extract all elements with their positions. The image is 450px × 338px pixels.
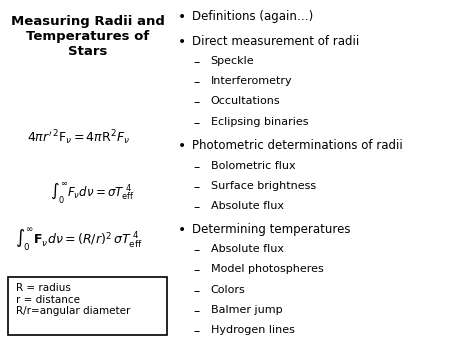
Text: Colors: Colors [211,285,245,295]
Text: –: – [194,181,200,194]
Text: –: – [194,244,200,257]
Text: Eclipsing binaries: Eclipsing binaries [211,117,308,127]
Text: Hydrogen lines: Hydrogen lines [211,325,294,335]
Text: Direct measurement of radii: Direct measurement of radii [192,35,360,48]
Text: •: • [178,35,186,49]
Text: Occultations: Occultations [211,96,280,106]
Text: Photometric determinations of radii: Photometric determinations of radii [192,139,403,152]
Text: Surface brightness: Surface brightness [211,181,316,191]
Text: –: – [194,285,200,297]
Text: Determining temperatures: Determining temperatures [192,223,351,236]
Text: $\int_0^{\infty} F_\nu d\nu = \sigma T_{\mathrm{eff}}^{\ 4}$: $\int_0^{\infty} F_\nu d\nu = \sigma T_{… [50,181,135,206]
Text: –: – [194,161,200,173]
Text: $4\pi r^{\prime\,2}\mathrm{F}_\nu = 4\pi\mathrm{R}^2 F_\nu$: $4\pi r^{\prime\,2}\mathrm{F}_\nu = 4\pi… [27,128,130,147]
Text: Definitions (again…): Definitions (again…) [192,10,313,23]
Text: Absolute flux: Absolute flux [211,201,284,211]
Text: –: – [194,96,200,109]
FancyBboxPatch shape [8,277,167,335]
Text: –: – [194,305,200,318]
Text: –: – [194,325,200,338]
Text: R = radius
r = distance
R/r=angular diameter: R = radius r = distance R/r=angular diam… [16,283,130,316]
Text: –: – [194,56,200,69]
Text: –: – [194,76,200,89]
Text: Bolometric flux: Bolometric flux [211,161,295,171]
Text: Interferometry: Interferometry [211,76,292,86]
Text: Absolute flux: Absolute flux [211,244,284,254]
Text: •: • [178,10,186,24]
Text: Balmer jump: Balmer jump [211,305,282,315]
Text: –: – [194,264,200,277]
Text: Speckle: Speckle [211,56,254,66]
Text: Model photospheres: Model photospheres [211,264,324,274]
Text: Measuring Radii and
Temperatures of
Stars: Measuring Radii and Temperatures of Star… [11,15,165,58]
Text: •: • [178,223,186,237]
Text: •: • [178,139,186,153]
Text: –: – [194,117,200,129]
Text: $\int_0^{\infty} \mathbf{F}_\nu d\nu = (R/r)^2\,\sigma T_{\mathrm{eff}}^{\ 4}$: $\int_0^{\infty} \mathbf{F}_\nu d\nu = (… [15,226,143,254]
Text: –: – [194,201,200,214]
